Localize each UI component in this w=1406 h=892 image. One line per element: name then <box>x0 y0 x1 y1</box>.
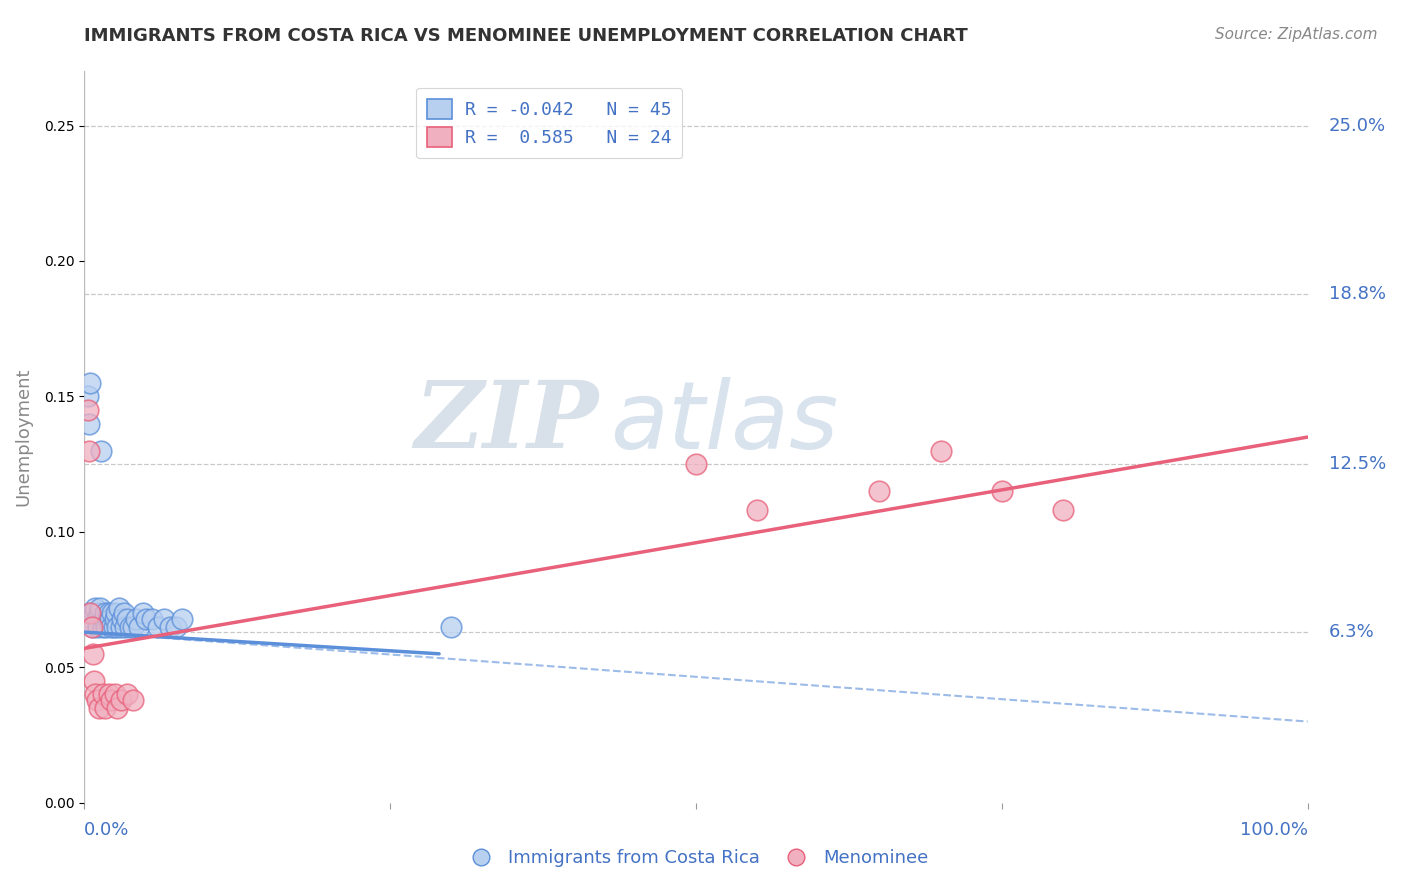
Point <box>100 693 122 707</box>
Text: 100.0%: 100.0% <box>1240 821 1308 839</box>
Point <box>747 503 769 517</box>
Point <box>128 620 150 634</box>
Point <box>107 600 129 615</box>
Point <box>105 620 128 634</box>
Point <box>86 611 108 625</box>
Point <box>110 693 132 707</box>
Point <box>172 611 194 625</box>
Point <box>111 611 134 625</box>
Point <box>86 693 108 707</box>
Point <box>165 620 187 634</box>
Legend: Immigrants from Costa Rica, Menominee: Immigrants from Costa Rica, Menominee <box>456 842 936 874</box>
Point <box>1052 503 1074 517</box>
Point <box>79 606 101 620</box>
Point <box>132 606 155 620</box>
Point <box>80 611 103 625</box>
Text: Source: ZipAtlas.com: Source: ZipAtlas.com <box>1215 27 1378 42</box>
Point <box>869 484 891 499</box>
Point <box>103 620 125 634</box>
Point <box>77 403 100 417</box>
Point <box>94 701 117 715</box>
Point <box>96 620 118 634</box>
Point <box>114 620 136 634</box>
Point <box>990 484 1012 499</box>
Point <box>115 688 138 702</box>
Point <box>90 443 112 458</box>
Text: ZIP: ZIP <box>413 377 598 467</box>
Point <box>97 611 120 625</box>
Point <box>83 673 105 688</box>
Point <box>84 688 107 702</box>
Text: IMMIGRANTS FROM COSTA RICA VS MENOMINEE UNEMPLOYMENT CORRELATION CHART: IMMIGRANTS FROM COSTA RICA VS MENOMINEE … <box>84 27 969 45</box>
Point <box>110 620 132 634</box>
Point <box>87 620 110 634</box>
Point <box>115 611 138 625</box>
Point <box>91 620 114 634</box>
Point <box>80 620 103 634</box>
Point <box>122 693 145 707</box>
Text: atlas: atlas <box>610 377 838 468</box>
Text: 12.5%: 12.5% <box>1329 455 1386 473</box>
Text: Unemployment: Unemployment <box>14 368 32 507</box>
Point <box>112 606 135 620</box>
Point <box>125 611 148 625</box>
Point <box>97 688 120 702</box>
Point <box>79 376 101 390</box>
Text: 6.3%: 6.3% <box>1329 624 1375 641</box>
Point <box>100 620 122 634</box>
Point <box>105 606 128 620</box>
Point <box>104 688 127 702</box>
Point <box>91 688 114 702</box>
Text: 25.0%: 25.0% <box>1329 117 1386 135</box>
Point <box>77 443 100 458</box>
Text: 0.0%: 0.0% <box>84 821 129 839</box>
Point <box>94 606 117 620</box>
Point <box>93 611 115 625</box>
Text: 18.8%: 18.8% <box>1329 285 1386 302</box>
Point <box>83 606 105 620</box>
Point <box>97 606 120 620</box>
Point <box>105 701 128 715</box>
Point <box>929 443 952 458</box>
Point <box>118 620 141 634</box>
Point <box>77 389 100 403</box>
Point <box>440 620 463 634</box>
Point <box>159 620 181 634</box>
Point <box>87 701 110 715</box>
Point <box>101 606 124 620</box>
Point <box>87 606 110 620</box>
Point <box>153 611 176 625</box>
Point <box>77 417 100 431</box>
Point <box>141 611 163 625</box>
Point <box>79 606 101 620</box>
Point <box>82 620 104 634</box>
Point <box>98 611 121 625</box>
Point <box>82 647 104 661</box>
Point <box>146 620 169 634</box>
Point <box>84 600 107 615</box>
Point <box>135 611 157 625</box>
Point <box>122 620 145 634</box>
Point <box>104 611 127 625</box>
Point <box>685 457 707 471</box>
Point <box>89 600 111 615</box>
